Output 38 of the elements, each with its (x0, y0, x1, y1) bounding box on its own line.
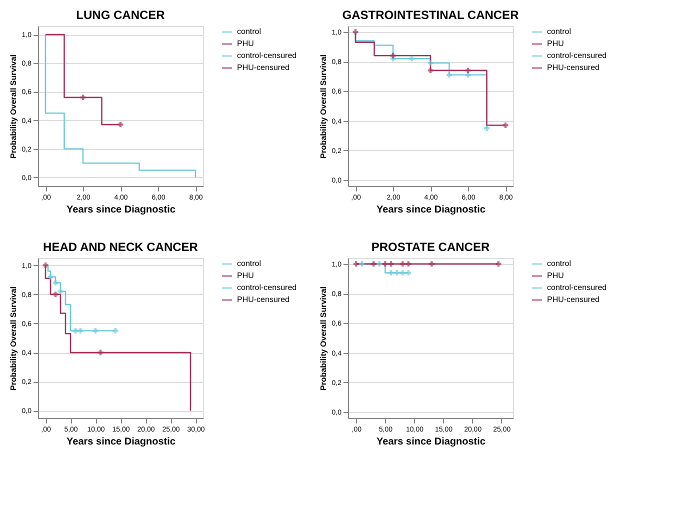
legend-label: control-censured (547, 51, 607, 60)
legend-label: control (237, 259, 262, 268)
point (112, 328, 118, 334)
chart-title: LUNG CANCER (76, 8, 166, 22)
legend-label: control (547, 27, 572, 36)
legend-label: PHU (547, 271, 564, 280)
point (42, 262, 48, 268)
legend-label: PHU-censured (237, 63, 290, 72)
legend-label: PHU (237, 39, 254, 48)
legend-label: PHU-censured (547, 63, 600, 72)
point (52, 280, 58, 286)
point (502, 122, 508, 128)
legend-label: PHU (237, 271, 254, 280)
point (409, 56, 414, 62)
point (78, 328, 84, 334)
y-axis-title: Probability Overall Survival (318, 286, 328, 391)
legend-label: control (547, 259, 572, 268)
chart-title: PROSTATE CANCER (371, 240, 490, 254)
legend-label: PHU-censured (237, 295, 290, 304)
point (92, 328, 98, 334)
legend-label: control-censured (237, 283, 297, 292)
point (484, 125, 490, 131)
x-axis-title: Years since Diagnostic (66, 436, 176, 448)
y-axis-title: Probability Overall Survival (8, 286, 18, 391)
point (72, 328, 78, 334)
legend-label: control-censured (547, 283, 607, 292)
point (446, 72, 452, 78)
chart-title: GASTROINTESTINAL CANCER (342, 8, 520, 22)
legend-label: control-censured (237, 51, 297, 60)
chart-title: HEAD AND NECK CANCER (43, 240, 198, 254)
legend-label: control (237, 27, 262, 36)
legend-label: PHU-censured (547, 295, 600, 304)
x-axis-title: Years since Diagnostic (376, 436, 486, 448)
y-axis-title: Probability Overall Survival (318, 54, 328, 159)
x-axis-title: Years since Diagnostic (376, 204, 486, 216)
x-axis-title: Years since Diagnostic (66, 204, 176, 216)
legend-label: PHU (547, 39, 564, 48)
y-axis-title: Probability Overall Survival (8, 54, 18, 159)
